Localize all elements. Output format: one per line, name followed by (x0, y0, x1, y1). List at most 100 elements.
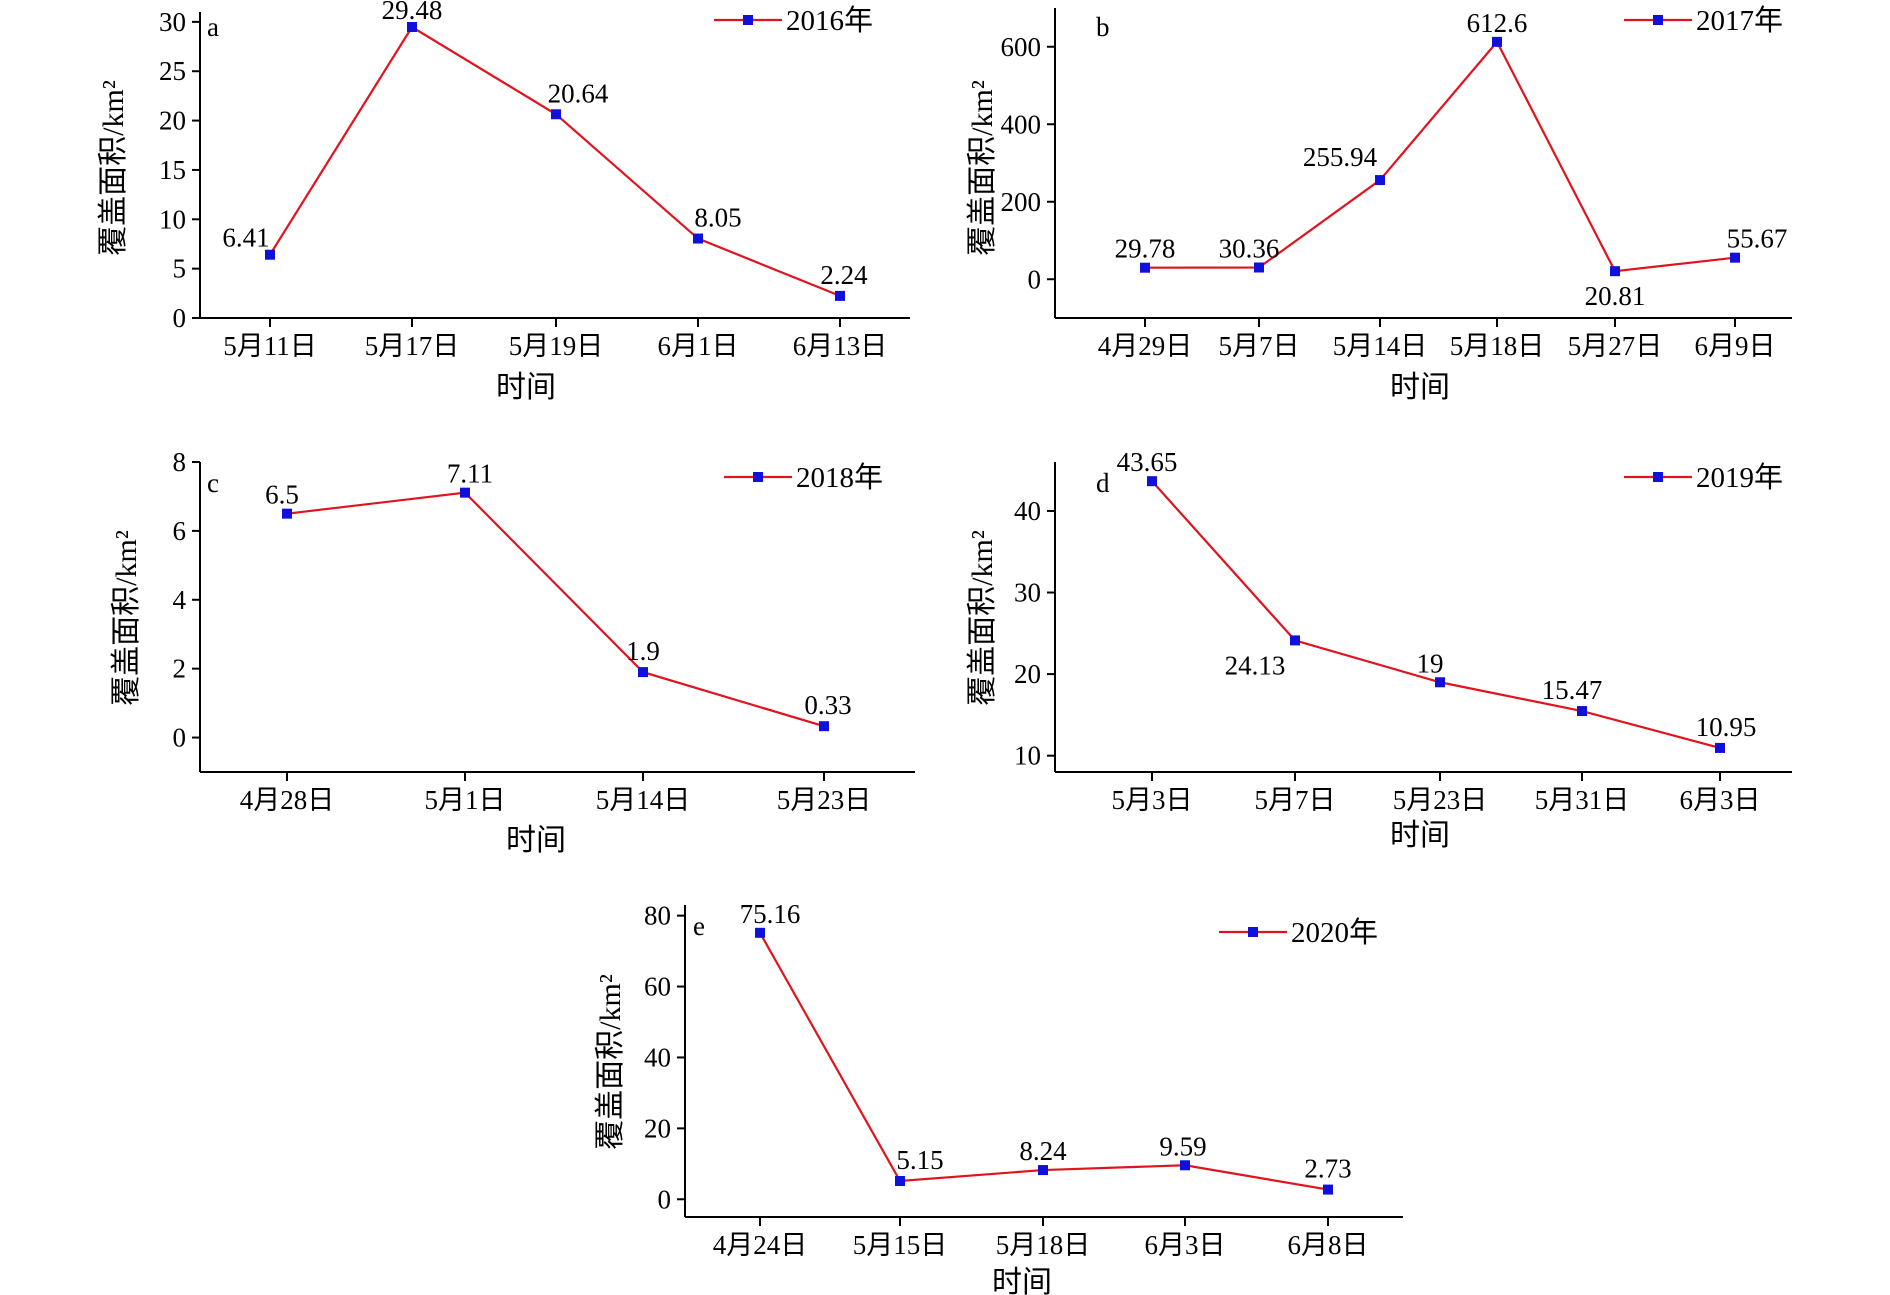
data-point (1038, 1165, 1048, 1176)
x-tick-label: 5月17日 (365, 331, 460, 361)
y-axis-title: 覆盖面积/km² (97, 80, 130, 256)
x-tick-label: 5月7日 (1255, 785, 1336, 815)
y-tick-label: 25 (159, 56, 186, 86)
x-tick-label: 5月23日 (1393, 785, 1488, 815)
series-line (269, 25, 841, 297)
x-tick-label: 6月3日 (1145, 1230, 1226, 1260)
x-axis-title: 时间 (1390, 371, 1450, 404)
y-tick-label: 30 (1014, 578, 1041, 608)
chart-panel-b: 0 200 400 600 4月29日 5月7日 5月14日 5月18日 5月27日 6月9日时间… (966, 4, 1792, 404)
x-tick-label: 5月14日 (596, 785, 691, 815)
data-point (1180, 1160, 1190, 1171)
legend-marker (1653, 472, 1663, 482)
y-axis-title: 覆盖面积/km² (110, 530, 143, 706)
x-tick-label: 5月31日 (1535, 785, 1630, 815)
data-label: 19 (1417, 648, 1444, 678)
x-tick-label: 6月8日 (1288, 1230, 1369, 1260)
data-label: 6.5 (265, 480, 299, 510)
panel-letter: b (1096, 12, 1110, 42)
data-point (460, 487, 470, 498)
y-tick-label: 20 (159, 106, 186, 136)
data-point (1140, 262, 1150, 273)
legend-label: 2020年 (1291, 916, 1378, 949)
data-label: 612.6 (1467, 8, 1528, 38)
y-tick-label: 200 (1001, 187, 1042, 217)
data-label: 15.47 (1542, 675, 1603, 705)
data-label: 6.41 (222, 223, 269, 253)
x-tick-label: 5月11日 (223, 331, 317, 361)
y-tick-label: 10 (1014, 741, 1041, 771)
data-label: 30.36 (1219, 233, 1280, 263)
y-tick-label: 10 (159, 204, 186, 234)
data-point (1492, 36, 1502, 47)
series-line (1151, 480, 1721, 749)
y-tick-label: 0 (658, 1184, 672, 1214)
x-axis-title: 时间 (1390, 819, 1450, 852)
panel-letter: e (693, 911, 705, 941)
panel-letter: a (207, 12, 219, 42)
data-point (1290, 635, 1300, 646)
y-tick-label: 0 (173, 303, 187, 333)
y-tick-label: 0 (173, 723, 187, 753)
x-tick-label: 6月1日 (658, 331, 739, 361)
data-label: 5.15 (896, 1145, 943, 1175)
data-label: 0.33 (804, 690, 851, 720)
x-tick-label: 4月28日 (240, 785, 335, 815)
y-tick-label: 600 (1001, 32, 1042, 62)
legend-marker (753, 472, 763, 482)
y-tick-label: 5 (173, 254, 187, 284)
legend-label: 2018年 (796, 461, 883, 494)
y-axis-title: 覆盖面积/km² (966, 80, 999, 256)
data-label: 75.16 (740, 899, 801, 929)
y-tick-label: 60 (644, 972, 671, 1002)
data-point (1254, 262, 1264, 273)
y-tick-label: 4 (173, 585, 187, 615)
data-label: 29.48 (382, 0, 443, 25)
y-tick-label: 20 (1014, 659, 1041, 689)
legend-marker (1248, 927, 1258, 937)
x-tick-label: 5月27日 (1568, 331, 1663, 361)
data-label: 2.24 (820, 260, 868, 290)
data-point (638, 667, 648, 678)
data-point (1715, 742, 1725, 753)
x-tick-label: 5月18日 (1450, 331, 1545, 361)
series-line (1144, 39, 1736, 273)
x-tick-label: 6月3日 (1680, 785, 1761, 815)
y-tick-label: 0 (1028, 264, 1042, 294)
data-point (819, 721, 829, 732)
data-point (835, 290, 845, 301)
series-line (286, 491, 825, 728)
data-label: 9.59 (1159, 1131, 1206, 1161)
y-tick-label: 40 (644, 1042, 671, 1072)
data-label: 20.64 (548, 78, 609, 108)
data-label: 1.9 (626, 636, 660, 666)
data-point (282, 508, 292, 519)
data-point (1435, 677, 1445, 688)
data-point (895, 1176, 905, 1187)
data-point (1375, 175, 1385, 186)
y-tick-label: 6 (173, 516, 187, 546)
x-tick-label: 5月14日 (1333, 331, 1428, 361)
x-tick-label: 5月3日 (1112, 785, 1193, 815)
x-axis-title: 时间 (506, 824, 566, 857)
y-tick-label: 20 (644, 1113, 671, 1143)
y-tick-label: 80 (644, 901, 671, 931)
x-tick-label: 5月1日 (425, 785, 506, 815)
x-tick-label: 6月13日 (793, 331, 888, 361)
data-point (755, 927, 765, 938)
y-tick-label: 30 (159, 7, 186, 37)
legend-label: 2016年 (786, 4, 873, 37)
y-tick-label: 400 (1001, 109, 1042, 139)
data-point (1147, 476, 1157, 487)
data-point (1610, 266, 1620, 277)
data-point (551, 109, 561, 120)
data-point (407, 22, 417, 33)
y-tick-label: 15 (159, 155, 186, 185)
data-point (1323, 1184, 1333, 1195)
data-point (1577, 706, 1587, 717)
x-tick-label: 5月15日 (853, 1230, 948, 1260)
